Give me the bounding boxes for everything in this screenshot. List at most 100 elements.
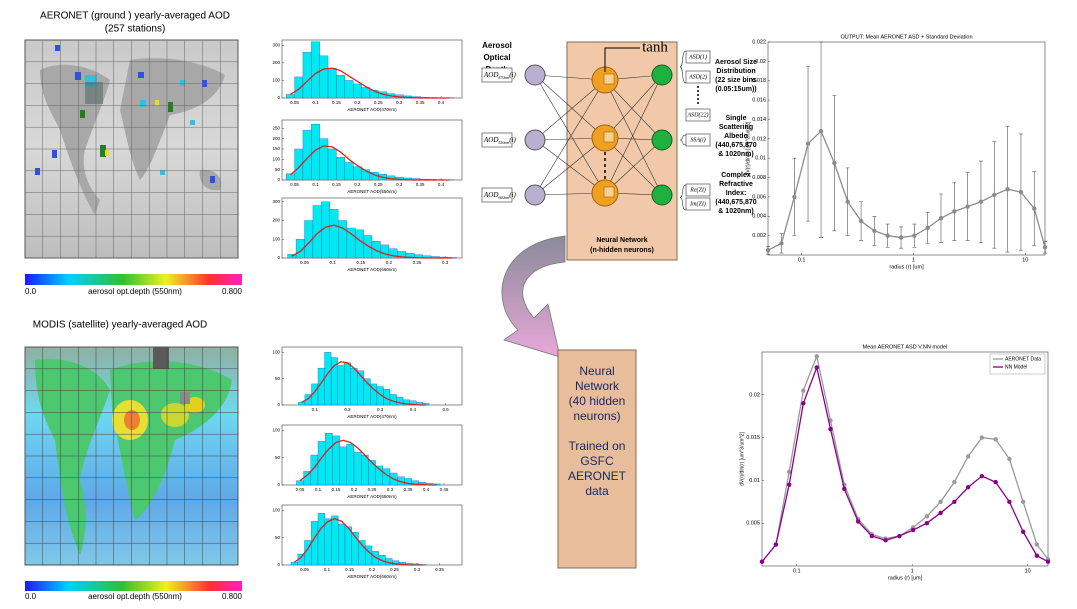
y-tick-label: 0.022 — [752, 39, 766, 45]
histogram-bar — [317, 441, 326, 486]
histogram-bar — [361, 87, 371, 99]
output-neuron — [651, 184, 673, 206]
series-marker — [1034, 553, 1040, 558]
x-tick-label: 0.1 — [312, 100, 319, 105]
series-marker — [938, 510, 943, 516]
colorbar-max: 0.800 — [222, 592, 243, 601]
series-marker — [1007, 499, 1012, 504]
y-tick-label: 0 — [277, 482, 280, 487]
colorbar-label: aerosol opt.depth (550nm) — [88, 287, 182, 296]
output-description: Complex — [721, 172, 751, 179]
x-tick-label: 0.05 — [290, 100, 299, 105]
input-label-part: (i) — [509, 136, 516, 144]
series-marker — [925, 225, 930, 231]
brace — [679, 184, 687, 211]
input-neuron — [524, 129, 546, 151]
y-axis-label: dV(r)/dln(r) [um^3/um^2] — [745, 121, 751, 175]
output-description: Scattering — [719, 124, 753, 131]
x-tick-label: 0.35 — [416, 182, 425, 187]
model-text: data — [585, 484, 609, 498]
series-marker — [924, 521, 930, 526]
input-label-part: AOD — [483, 71, 498, 79]
input-neuron — [524, 184, 546, 206]
x-tick-label: 0.15 — [332, 100, 341, 105]
y-tick-label: 200 — [272, 60, 280, 65]
colorbar-min: 0.0 — [25, 287, 37, 296]
activation-icon — [603, 73, 615, 85]
x-tick-label: 0.05 — [300, 567, 309, 572]
histogram-bar — [294, 76, 304, 99]
histogram-bar — [344, 526, 352, 566]
series-marker — [828, 426, 833, 432]
series-marker — [883, 538, 888, 543]
input-label-part: 550nm — [498, 140, 509, 145]
x-tick-label: 0.25 — [413, 260, 422, 265]
legend-box — [989, 353, 1046, 375]
output-description: Index: — [726, 190, 747, 197]
histogram-bar — [325, 433, 333, 486]
brace — [679, 50, 687, 84]
y-tick-label: 100 — [272, 156, 280, 161]
output-description: Single — [725, 115, 746, 122]
output-label: Im(ZI) — [689, 200, 706, 207]
histogram-bar — [327, 67, 337, 99]
y-tick-label: 300 — [272, 199, 280, 204]
input-label-box — [481, 67, 513, 83]
series-marker — [952, 479, 957, 485]
connection — [604, 74, 663, 139]
model-text: Network — [575, 379, 620, 393]
output-description: (0.05:15um)) — [715, 86, 756, 93]
fit-curve — [299, 439, 437, 486]
y-tick-label: 0.008 — [752, 175, 766, 181]
input-heading: Aerosol — [482, 41, 512, 50]
brace — [679, 134, 687, 146]
histogram-bar — [353, 166, 362, 181]
output-label-box — [685, 197, 711, 211]
x-axis-label: AERONET AOD(550nm) — [347, 494, 397, 499]
histogram-bar — [319, 55, 329, 99]
histogram-bar — [344, 80, 354, 99]
y-tick-label: 100 — [272, 349, 280, 354]
y-tick-label: 100 — [272, 78, 280, 83]
x-tick-label: 0.4 — [423, 487, 430, 492]
map-subtitle: (257 stations) — [105, 24, 166, 35]
x-tick-label: 0.15 — [332, 487, 341, 492]
series-marker — [1005, 186, 1010, 192]
colorbar-max: 0.800 — [222, 287, 243, 296]
y-tick-label: 50 — [275, 535, 281, 540]
series-marker — [897, 533, 902, 539]
model-text: Neural — [579, 364, 614, 378]
x-tick-label: 0.05 — [300, 260, 309, 265]
input-label-part: AOD — [483, 191, 498, 199]
x-axis-label: AERONET AOD(660nm) — [347, 267, 397, 272]
activation-icon — [603, 131, 615, 143]
series-marker — [779, 241, 784, 246]
flow-arrow — [501, 235, 566, 358]
series-marker — [765, 247, 771, 253]
x-tick-label: 0.15 — [332, 182, 341, 187]
x-tick-label: 0.3 — [387, 487, 394, 492]
output-label-box — [685, 50, 711, 64]
connection — [534, 74, 606, 139]
x-tick-label: 0.15 — [345, 567, 354, 572]
x-tick-label: 0.5 — [443, 407, 450, 412]
y-tick-label: 0.006 — [752, 194, 766, 200]
x-tick-label: 0.1 — [798, 257, 806, 263]
output-label-box — [685, 133, 711, 147]
series-marker — [965, 204, 970, 209]
x-tick-label: 0.2 — [386, 260, 393, 265]
y-tick-label: 0.02 — [749, 392, 760, 398]
y-tick-label: 100 — [272, 236, 280, 241]
y-tick-label: 0.002 — [752, 233, 766, 239]
y-tick-label: 0.01 — [749, 478, 760, 484]
series-marker — [992, 192, 997, 198]
x-tick-label: 0.1 — [329, 260, 336, 265]
x-tick-label: 0.3 — [442, 260, 449, 265]
series-marker — [1007, 456, 1012, 462]
histogram-bar — [338, 523, 346, 566]
x-tick-label: 0.2 — [369, 567, 376, 572]
series-marker — [965, 485, 971, 490]
output-description: Aerosol Size — [715, 59, 757, 66]
legend-label: AERONET Data — [1005, 356, 1041, 362]
x-tick-label: 0.25 — [374, 100, 383, 105]
